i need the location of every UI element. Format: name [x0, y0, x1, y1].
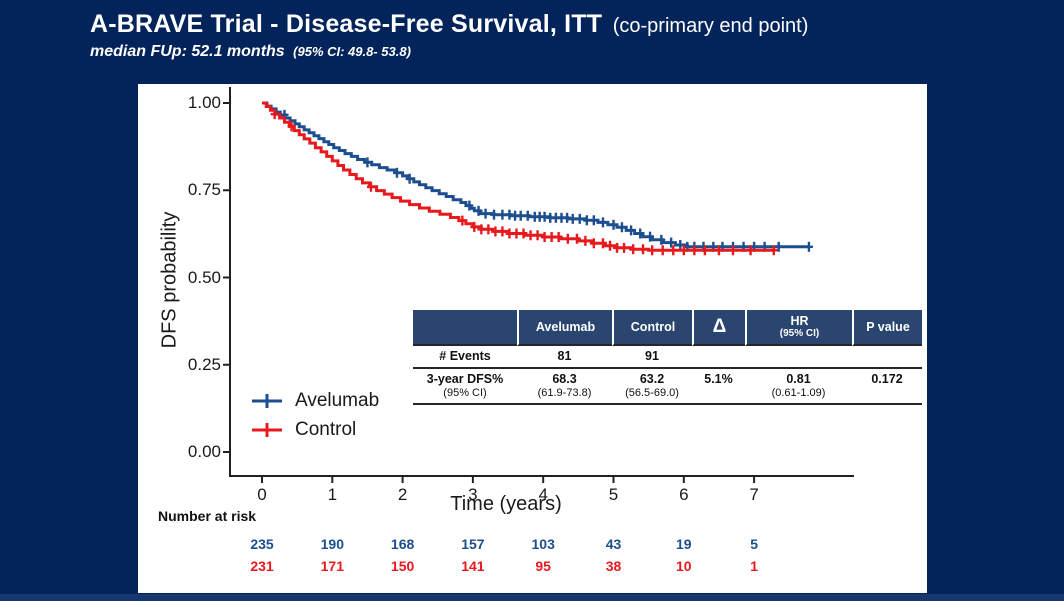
page-title-suffix: (co-primary end point) [612, 15, 809, 37]
events-delta [692, 346, 745, 369]
km-curve-avelumab [262, 101, 809, 249]
risk-count-avelumab: 168 [390, 536, 415, 552]
legend-item-avelumab: Avelumab [250, 386, 379, 415]
risk-count-control: 141 [461, 558, 485, 574]
events-control: 91 [612, 346, 692, 369]
median-followup-ci-text: (95% CI: 49.8- 53.8) [293, 44, 411, 59]
dfs-delta-value: 5.1% [692, 369, 745, 406]
events-label: # Events [413, 346, 517, 369]
dfs-label-ci: (95% CI) [443, 387, 487, 399]
x-tick-label: 4 [538, 485, 548, 504]
risk-count-avelumab: 103 [531, 536, 555, 552]
risk-count-avelumab: 190 [320, 536, 344, 552]
x-tick-label: 1 [327, 485, 338, 504]
hr-label: HR [790, 314, 809, 329]
y-tick-label: 0.25 [187, 354, 221, 374]
x-tick-label: 5 [608, 485, 619, 504]
dfs-avelumab: 68.3 (61.9-73.8) [517, 369, 612, 406]
dfs-control: 63.2 (56.5-69.0) [612, 369, 692, 406]
summary-row-3yr-dfs: 3-year DFS% (95% CI) 68.3 (61.9-73.8) 63… [413, 369, 922, 406]
risk-count-control: 150 [390, 558, 415, 574]
summary-header-empty [413, 310, 517, 346]
summary-header-pvalue: P value [852, 310, 922, 346]
summary-header-avelumab: Avelumab [517, 310, 612, 346]
title-block: A-BRAVE Trial - Disease-Free Survival, I… [90, 10, 808, 61]
x-axis-label: Time (years) [450, 493, 562, 515]
median-followup-text: median FUp: 52.1 months [90, 43, 285, 60]
y-tick-label: 0.75 [187, 180, 221, 200]
dfs-hr: 0.81 (0.61-1.09) [745, 369, 852, 406]
number-at-risk-label: Number at risk [158, 508, 257, 524]
dfs-label: 3-year DFS% (95% CI) [413, 369, 517, 406]
risk-count-avelumab: 157 [461, 536, 485, 552]
x-tick-label: 0 [257, 485, 267, 504]
km-survival-plot [223, 87, 854, 483]
risk-count-control: 171 [320, 558, 344, 574]
legend: Avelumab Control [250, 386, 379, 444]
legend-label-control: Control [295, 418, 357, 440]
summary-header-hr: HR (95% CI) [745, 310, 852, 346]
y-tick-label: 1.00 [187, 93, 221, 112]
dfs-hr-ci: (0.61-1.09) [771, 387, 826, 399]
x-tick-label: 3 [468, 485, 478, 504]
km-curve-control [262, 101, 776, 252]
risk-count-avelumab: 43 [605, 536, 622, 552]
risk-count-avelumab: 19 [676, 536, 692, 552]
avelumab-curve-marker-icon [252, 393, 282, 408]
dfs-control-ci: (56.5-69.0) [625, 387, 679, 399]
risk-count-avelumab: 235 [250, 536, 274, 552]
dfs-hr-value: 0.81 [786, 372, 811, 386]
y-tick-label: 0.00 [187, 442, 221, 461]
dfs-pvalue: 0.172 [852, 369, 922, 406]
dfs-label-main: 3-year DFS% [426, 372, 504, 386]
risk-count-control: 10 [676, 558, 692, 574]
risk-count-avelumab: 5 [750, 536, 758, 552]
dfs-control-value: 63.2 [639, 372, 665, 386]
bottom-edge-strip [0, 594, 1064, 601]
summary-header-delta: Δ [692, 310, 745, 346]
risk-count-control: 1 [750, 558, 758, 574]
summary-row-events: # Events 81 91 [413, 346, 922, 369]
summary-header-control: Control [612, 310, 692, 346]
events-avelumab: 81 [517, 346, 612, 369]
risk-count-control: 95 [535, 558, 551, 574]
x-tick-label: 2 [397, 485, 408, 504]
x-tick-label: 6 [679, 485, 689, 504]
summary-header-row: Avelumab Control Δ HR (95% CI) P value [413, 310, 922, 346]
control-curve-marker-icon [252, 422, 282, 437]
risk-count-control: 231 [250, 558, 274, 574]
legend-item-control: Control [250, 415, 379, 444]
x-tick-label: 7 [749, 485, 759, 504]
chart-panel: DFS probability Time (years) 1.00 0.75 0.5… [138, 84, 927, 593]
risk-count-control: 38 [605, 558, 622, 574]
page-title: A-BRAVE Trial - Disease-Free Survival, I… [90, 10, 603, 38]
legend-label-avelumab: Avelumab [295, 389, 380, 411]
y-tick-label: 0.50 [187, 267, 221, 287]
summary-table: Avelumab Control Δ HR (95% CI) P value #… [413, 310, 922, 406]
dfs-avelumab-ci: (61.9-73.8) [537, 387, 592, 399]
events-pvalue [852, 346, 922, 369]
dfs-avelumab-value: 68.3 [552, 372, 577, 386]
hr-ci-label: (95% CI) [779, 328, 820, 340]
events-hr [745, 346, 852, 369]
